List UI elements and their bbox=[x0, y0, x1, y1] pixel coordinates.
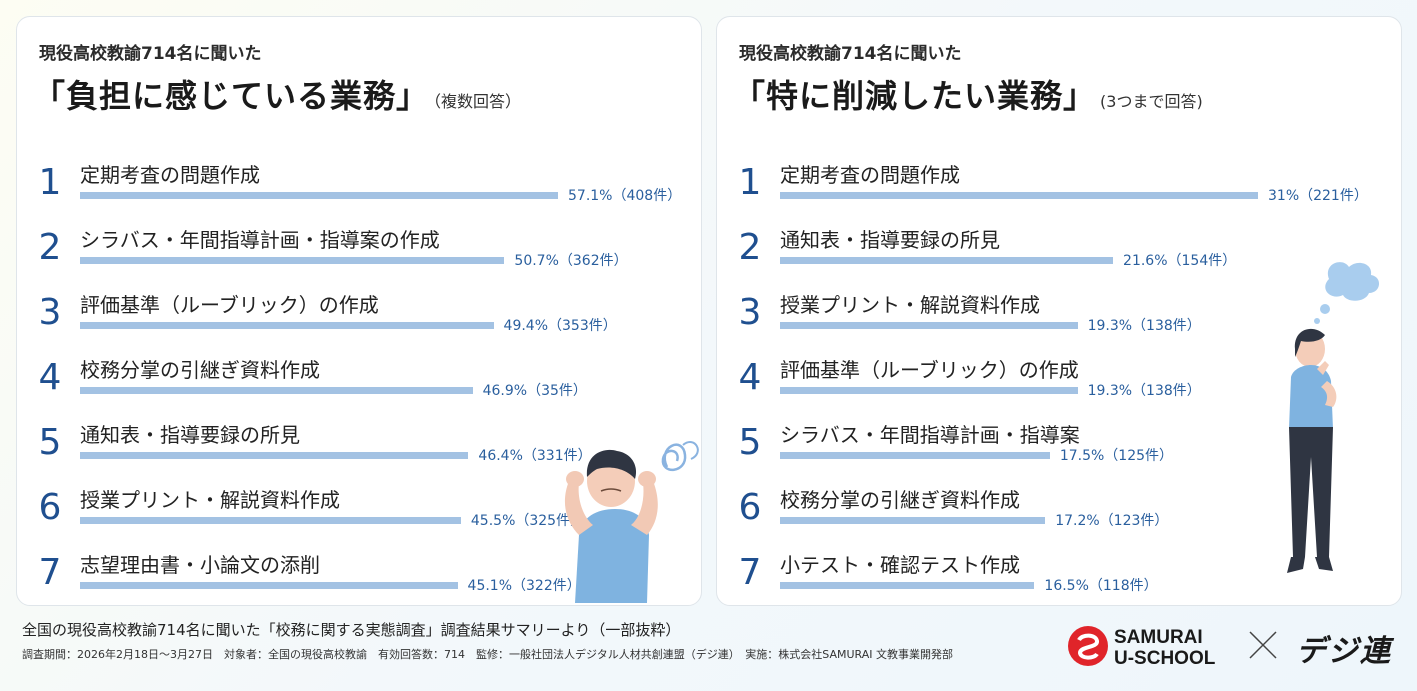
bar-label: 校務分掌の引継ぎ資料作成 bbox=[780, 488, 1020, 512]
bar bbox=[80, 582, 458, 589]
bar bbox=[780, 517, 1046, 524]
bar-label: 校務分掌の引継ぎ資料作成 bbox=[80, 358, 320, 382]
bar-row: 2 通知表・指導要録の所見 21.6%（154件） bbox=[717, 222, 1401, 278]
bar-value-label: 19.3%（138件） bbox=[1087, 318, 1201, 334]
bar-row: 6 校務分掌の引継ぎ資料作成 17.2%（123件） bbox=[717, 482, 1401, 538]
bar-label: 授業プリント・解説資料作成 bbox=[80, 488, 340, 512]
bar-label: 志望理由書・小論文の添削 bbox=[80, 553, 320, 577]
bar bbox=[80, 192, 558, 199]
footer-survey-details: 調査期間：2026年2月18日〜3月27日 対象者：全国の現役高校教諭 有効回答… bbox=[22, 648, 953, 661]
bar-row: 5 通知表・指導要録の所見 46.4%（331件） bbox=[17, 417, 701, 473]
bar-value-label: 19.3%（138件） bbox=[1087, 383, 1201, 399]
bar-row: 1 定期考査の問題作成 31%（221件） bbox=[717, 157, 1401, 213]
rank-number: 6 bbox=[38, 487, 62, 528]
left-chart-heading: 「負担に感じている業務」 （複数回答） bbox=[33, 71, 521, 117]
rank-number: 3 bbox=[738, 292, 762, 333]
bar bbox=[80, 452, 469, 459]
rank-number: 5 bbox=[738, 422, 762, 463]
bar-row: 5 シラバス・年間指導計画・指導案 17.5%（125件） bbox=[717, 417, 1401, 473]
bar-value-label: 46.9%（35件） bbox=[482, 383, 587, 399]
rank-number: 1 bbox=[38, 162, 62, 203]
bar-value-label: 50.7%（362件） bbox=[514, 253, 628, 269]
bar-row: 7 志望理由書・小論文の添削 45.1%（322件） bbox=[17, 547, 701, 603]
rank-number: 5 bbox=[38, 422, 62, 463]
bar-value-label: 31%（221件） bbox=[1268, 188, 1368, 204]
bar-label: 評価基準（ルーブリック）の作成 bbox=[80, 293, 379, 317]
rank-number: 7 bbox=[38, 552, 62, 593]
bar-row: 4 評価基準（ルーブリック）の作成 19.3%（138件） bbox=[717, 352, 1401, 408]
stressed-person-illustration bbox=[564, 441, 699, 603]
bar-value-label: 17.2%（123件） bbox=[1055, 513, 1169, 529]
right-chart-title: 「特に削減したい業務」 bbox=[733, 77, 1097, 115]
bar-label: 評価基準（ルーブリック）の作成 bbox=[780, 358, 1079, 382]
bar-value-label: 45.5%（325件） bbox=[470, 513, 585, 529]
dejiren-logo: デジ連 bbox=[1296, 634, 1392, 669]
bar-row: 4 校務分掌の引継ぎ資料作成 46.9%（35件） bbox=[17, 352, 701, 408]
svg-text:SAMURAI: SAMURAI bbox=[1114, 627, 1203, 648]
rank-number: 3 bbox=[38, 292, 62, 333]
bar-value-label: 21.6%（154件） bbox=[1123, 253, 1237, 269]
bar-value-label: 46.4%（331件） bbox=[478, 448, 592, 464]
bar-label: シラバス・年間指導計画・指導案の作成 bbox=[80, 228, 440, 252]
bar bbox=[80, 387, 473, 394]
bar-label: 小テスト・確認テスト作成 bbox=[780, 553, 1020, 577]
bar-row: 1 定期考査の問題作成 57.1%（408件） bbox=[17, 157, 701, 213]
right-chart-heading: 「特に削減したい業務」 (3つまで回答) bbox=[733, 71, 1203, 117]
collaboration-cross-icon bbox=[1249, 631, 1277, 659]
bar-value-label: 16.5%（118件） bbox=[1044, 578, 1158, 594]
svg-text:U-SCHOOL: U-SCHOOL bbox=[1114, 648, 1216, 668]
bar-row: 3 評価基準（ルーブリック）の作成 49.4%（353件） bbox=[17, 287, 701, 343]
footer-source: 全国の現役高校教諭714名に聞いた「校務に関する実態調査」調査結果サマリーより（… bbox=[22, 621, 681, 639]
bar-value-label: 17.5%（125件） bbox=[1059, 448, 1174, 464]
bar-label: 授業プリント・解説資料作成 bbox=[780, 293, 1040, 317]
bar-row: 2 シラバス・年間指導計画・指導案の作成 50.7%（362件） bbox=[17, 222, 701, 278]
bar-row: 7 小テスト・確認テスト作成 16.5%（118件） bbox=[717, 547, 1401, 603]
bar-label: 通知表・指導要録の所見 bbox=[80, 423, 300, 447]
bar-label: 定期考査の問題作成 bbox=[780, 163, 960, 187]
right-chart-pretitle: 現役高校教諭714名に聞いた bbox=[739, 44, 962, 64]
thinking-person-illustration bbox=[1287, 262, 1380, 573]
bar-value-label: 49.4%（353件） bbox=[503, 318, 617, 334]
left-chart-title: 「負担に感じている業務」 bbox=[33, 77, 430, 115]
bar bbox=[780, 387, 1078, 394]
bar bbox=[780, 322, 1078, 329]
bar-row: 3 授業プリント・解説資料作成 19.3%（138件） bbox=[717, 287, 1401, 343]
right-chart-panel: 現役高校教諭714名に聞いた 「特に削減したい業務」 (3つまで回答) 1 定期考査… bbox=[716, 16, 1402, 606]
bar bbox=[780, 582, 1035, 589]
rank-number: 6 bbox=[738, 487, 762, 528]
right-chart-note: (3つまで回答) bbox=[1100, 92, 1203, 111]
bar bbox=[780, 192, 1258, 199]
bar-label: 定期考査の問題作成 bbox=[80, 163, 260, 187]
rank-number: 2 bbox=[738, 227, 762, 268]
rank-number: 7 bbox=[738, 552, 762, 593]
bar-label: 通知表・指導要録の所見 bbox=[780, 228, 1000, 252]
left-chart-panel: 現役高校教諭714名に聞いた 「負担に感じている業務」 （複数回答） 1 定期考査の… bbox=[16, 16, 702, 606]
bar-value-label: 45.1%（322件） bbox=[467, 578, 581, 594]
left-chart-pretitle: 現役高校教諭714名に聞いた bbox=[39, 44, 262, 64]
bar bbox=[780, 257, 1114, 264]
bar bbox=[80, 517, 461, 524]
rank-number: 1 bbox=[738, 162, 762, 203]
left-chart-note: （複数回答） bbox=[433, 92, 522, 111]
rank-number: 4 bbox=[738, 357, 762, 398]
rank-number: 2 bbox=[38, 227, 62, 268]
bar bbox=[80, 322, 494, 329]
bar-value-label: 57.1%（408件） bbox=[568, 188, 682, 204]
bar bbox=[780, 452, 1050, 459]
bar bbox=[80, 257, 505, 264]
bar-row: 6 授業プリント・解説資料作成 45.5%（325件） bbox=[17, 482, 701, 538]
bar-label: シラバス・年間指導計画・指導案 bbox=[780, 423, 1080, 447]
samurai-u-school-logo: SAMURAI U-SCHOOL bbox=[1068, 626, 1216, 668]
rank-number: 4 bbox=[38, 357, 62, 398]
